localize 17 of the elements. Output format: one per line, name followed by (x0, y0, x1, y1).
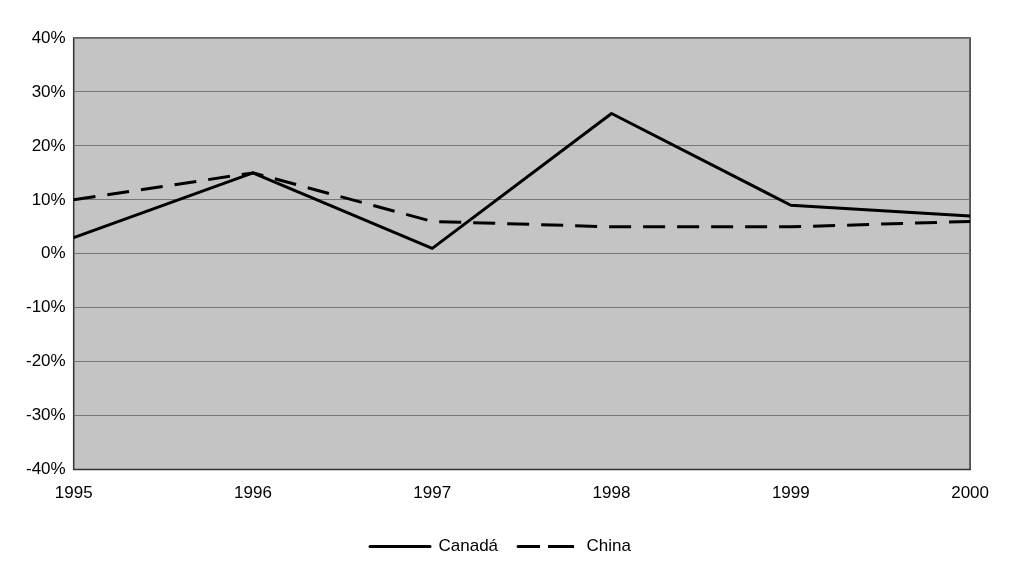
y-tick-label: -30% (26, 405, 66, 425)
y-tick-label: -10% (26, 297, 66, 317)
y-tick-label: 10% (31, 189, 66, 209)
x-tick-label: 1995 (54, 483, 93, 503)
x-tick-label: 1996 (234, 483, 272, 503)
x-tick-label: 1998 (592, 483, 631, 503)
y-tick-label: -20% (26, 351, 66, 371)
x-tick-label: 1997 (413, 483, 452, 503)
x-tick-label: 2000 (951, 483, 989, 503)
x-tick-label: 1999 (771, 483, 810, 503)
y-tick-label: 20% (31, 135, 66, 155)
y-tick-label: -40% (26, 459, 66, 479)
legend-label: Canadá (438, 536, 499, 556)
legend-label: China (586, 536, 632, 556)
y-tick-label: 40% (31, 27, 66, 47)
y-tick-label: 0% (41, 243, 66, 263)
y-tick-label: 30% (31, 81, 66, 101)
